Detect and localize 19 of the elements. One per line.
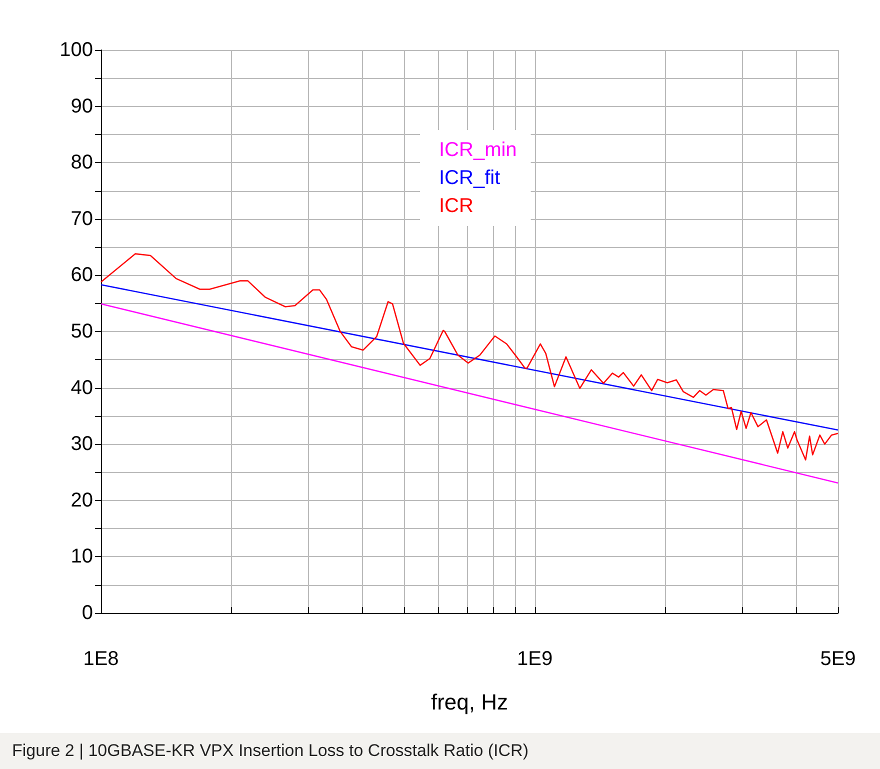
text: ICR_min: [439, 139, 517, 161]
y-tick-label: 90: [70, 95, 93, 118]
y-tick-label: 80: [70, 152, 93, 174]
x-tick-label: 1E8: [83, 648, 119, 670]
y-tick-label: 70: [70, 208, 93, 230]
x-axis-title: freq, Hz: [430, 690, 508, 714]
y-tick-label: 50: [70, 320, 93, 342]
y-tick-label: 60: [70, 264, 93, 286]
caption: Figure 2 | 10GBASE-KR VPX Insertion Loss to Crosstalk Ratio (ICR): [12, 741, 528, 760]
y-tick-label: 100: [60, 39, 93, 61]
y-tick-label: 0: [82, 602, 93, 624]
y-tick-label: 30: [70, 433, 93, 456]
x-tick-label: 1E9: [516, 648, 553, 670]
y-tick-label: 40: [70, 376, 93, 399]
text: ICR_fit: [439, 167, 501, 189]
y-tick-label: 10: [70, 546, 93, 568]
x-tick-label: 5E9: [820, 648, 856, 670]
y-tick-label: 20: [70, 489, 93, 512]
text: ICR: [439, 195, 474, 217]
